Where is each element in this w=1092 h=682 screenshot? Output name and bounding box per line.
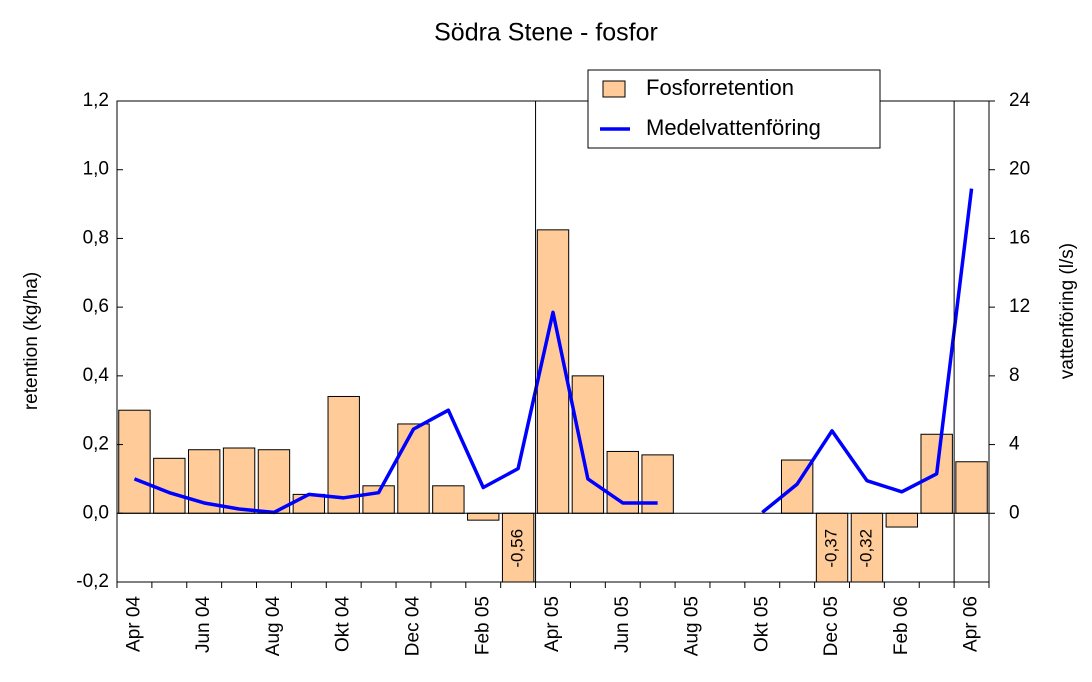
y2-tick-label: 12 xyxy=(1009,296,1030,317)
x-tick-label: Okt 04 xyxy=(333,596,354,652)
bar xyxy=(397,423,430,514)
bar xyxy=(222,447,256,514)
legend-label: Fosforretention xyxy=(646,75,794,100)
x-tick-label: Feb 06 xyxy=(891,596,912,655)
y-axis-label: retention (kg/ha) xyxy=(21,272,42,410)
y2-tick-label: 0 xyxy=(1009,502,1020,523)
data-label: -0,32 xyxy=(856,529,875,568)
bar xyxy=(885,512,918,528)
x-tick-label: Apr 06 xyxy=(961,596,982,652)
legend-label: Medelvattenföring xyxy=(646,115,821,140)
x-tick-label: Feb 05 xyxy=(472,596,493,655)
plot-frame xyxy=(116,100,990,583)
legend-box xyxy=(587,69,881,149)
y-tick-label: 0,0 xyxy=(83,502,109,523)
y-tick-label: 0,8 xyxy=(83,227,109,248)
y2-tick-label: 20 xyxy=(1009,159,1030,180)
y-tick-label: 0,4 xyxy=(83,365,110,386)
y-tick-label: 1,2 xyxy=(83,90,109,111)
y-tick-label: 1,0 xyxy=(83,159,109,180)
y2-axis-label: vattenföring (l/s) xyxy=(1057,243,1078,379)
plot-clip xyxy=(118,188,988,582)
x-tick-label: Jun 04 xyxy=(193,596,214,653)
bar xyxy=(536,229,570,514)
legend-swatch xyxy=(602,80,626,98)
legend: Fosforretention Medelvattenföring xyxy=(587,69,881,149)
x-tick-label: Aug 05 xyxy=(682,596,703,656)
bar xyxy=(571,375,605,514)
x-tick-label: Jun 05 xyxy=(612,596,633,653)
y-tick-label: 0,6 xyxy=(83,296,109,317)
chart-title: Södra Stene - fosfor xyxy=(434,19,658,47)
y-tick-label: -0,2 xyxy=(76,571,109,592)
y2-tick-label: 24 xyxy=(1009,90,1031,111)
y2-tick-label: 8 xyxy=(1009,365,1020,386)
x-tick-label: Aug 04 xyxy=(263,596,284,657)
x-tick-label: Dec 04 xyxy=(402,596,423,657)
line xyxy=(133,188,974,515)
bar xyxy=(257,449,291,514)
y2-tick-label: 16 xyxy=(1009,227,1030,248)
x-tick-label: Dec 05 xyxy=(821,596,842,656)
bar xyxy=(955,461,988,514)
x-tick-label: Apr 04 xyxy=(123,596,144,652)
y2-tick-label: 4 xyxy=(1009,434,1020,455)
bar xyxy=(467,512,500,521)
y-tick-label: 0,2 xyxy=(83,434,109,455)
data-label: -0,37 xyxy=(822,529,841,568)
bar xyxy=(850,512,884,582)
data-label: -0,56 xyxy=(508,529,527,568)
bar xyxy=(153,457,186,514)
x-tick-label: Apr 05 xyxy=(542,596,563,652)
bar xyxy=(118,409,151,514)
x-tick-label: Okt 05 xyxy=(751,596,772,652)
bar xyxy=(432,485,465,514)
